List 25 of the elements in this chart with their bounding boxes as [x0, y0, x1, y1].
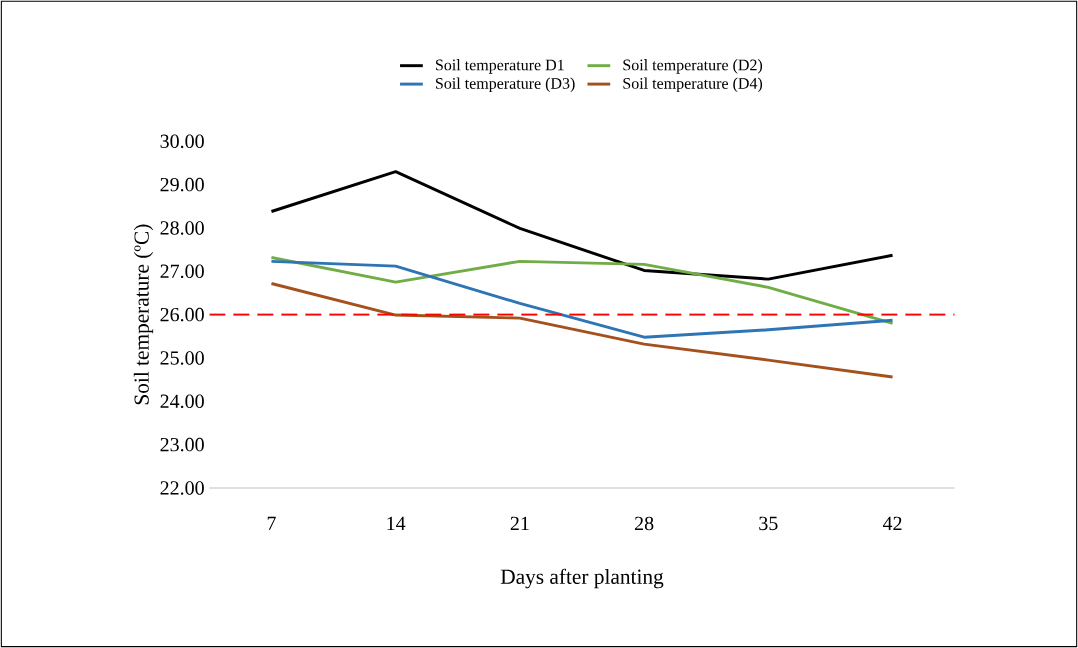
- y-tick-label: 25.00: [160, 351, 204, 365]
- y-tick-label: 22.00: [160, 481, 204, 495]
- x-axis-title: Days after planting: [500, 568, 664, 589]
- x-tick-label: 42: [882, 516, 902, 530]
- line-series: [269, 170, 895, 281]
- y-tick-label: 30.00: [160, 134, 204, 149]
- y-tick-label: 23.00: [160, 437, 204, 452]
- x-tick-label: 35: [759, 516, 778, 531]
- x-tick-label: 7: [267, 516, 276, 530]
- y-tick-label: 28.00: [160, 221, 204, 235]
- x-tick-label: 21: [510, 516, 529, 530]
- y-tick-label: 27.00: [160, 264, 204, 279]
- line-series: [269, 259, 895, 339]
- legend-label: Soil temperature (D3): [436, 77, 575, 93]
- y-axis-title: Soil temperature (ºC): [133, 224, 154, 405]
- y-tick-label: 24.00: [160, 394, 204, 409]
- line-series: [269, 255, 895, 325]
- x-tick-label: 28: [634, 516, 654, 531]
- x-tick-label: 14: [387, 516, 406, 530]
- legend-label: Soil temperature (D4): [623, 77, 763, 93]
- legend-label: Soil temperature (D2): [623, 59, 763, 74]
- line-series: [269, 281, 895, 379]
- y-tick-label: 26.00: [160, 307, 204, 322]
- y-tick-label: 29.00: [160, 177, 204, 192]
- legend-label: Soil temperature D1: [436, 59, 564, 74]
